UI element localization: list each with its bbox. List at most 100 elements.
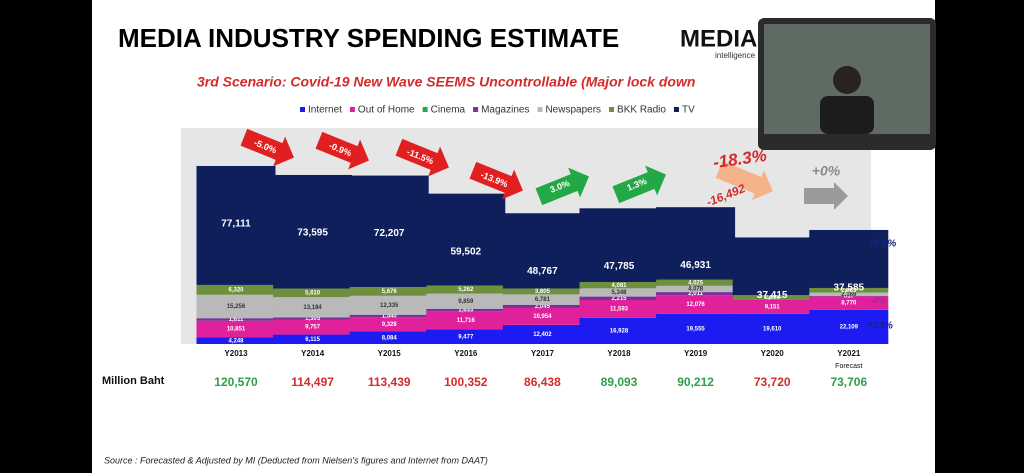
bar-segment [656,313,736,344]
bar-segment [196,165,276,285]
bar-segment [426,311,506,330]
bar-segment [579,296,659,301]
segment-label: 22,109 [840,325,859,331]
bar-segment [426,329,506,344]
segment-label: 9,859 [458,299,474,305]
x-tick-label: Y2013 [224,349,248,358]
presenter-head [833,66,861,94]
subtitle: 3rd Scenario: Covid-19 New Wave SEEMS Un… [197,74,695,90]
segment-label: 3,805 [535,289,551,295]
segment-label: 9,151 [765,304,781,310]
segment-label: 12,076 [686,302,705,308]
legend-label: Cinema [431,105,466,116]
bar-segment [502,294,582,305]
x-tick-label: Y2021 [837,349,861,358]
legend-label: Out of Home [358,105,415,116]
bar-segment [502,213,582,289]
bar-segment [273,174,353,289]
legend-swatch [473,107,479,112]
segment-label: 73,595 [297,228,328,239]
segment-label: 6,320 [228,287,244,293]
annotation: +0% [812,163,841,179]
legend-swatch [609,107,615,112]
segment-label: 2,898 [765,295,781,301]
segment-label: 8,770 [841,301,857,307]
segment-label: 46,931 [680,260,711,271]
segment-label: 4,078 [688,287,704,293]
total-label: 90,212 [677,375,714,389]
bar-segment [579,208,659,283]
segment-label: 72,207 [374,228,405,239]
annotation: -4% [869,296,887,307]
bar-segment [809,229,889,288]
bar-segment [273,334,353,344]
segment-label: 2,215 [611,296,627,302]
arrow-shape [469,161,523,200]
legend-label: Internet [308,105,342,116]
bar-segment [579,300,659,318]
bar-segment [349,317,429,332]
segment-label: 1,540 [382,314,398,320]
bar-segment [273,297,353,318]
segment-label: 4,248 [228,338,244,344]
presenter-body [820,96,874,134]
category-note: Forecast [835,363,862,370]
segment-label: 1,611 [229,317,244,323]
x-tick-label: Y2019 [684,349,708,358]
bar-segment [656,285,736,293]
total-label: 86,438 [524,375,561,389]
segment-label: 19,555 [686,326,705,332]
x-tick-label: Y2016 [454,349,478,358]
x-tick-label: Y2015 [378,349,402,358]
segment-label: 10,851 [227,327,246,333]
bar-segment [809,292,889,296]
bar-segment [196,294,276,319]
logo: MEDIA [680,25,757,52]
arrow-shape [612,165,666,204]
segment-label: 9,477 [458,334,474,340]
segment-label: 6,115 [305,337,320,343]
x-tick-label: Y2017 [531,349,555,358]
segment-label: 15,256 [227,304,246,310]
legend-swatch [300,107,305,112]
segment-label: 2,045 [535,304,551,310]
bar-segment [579,317,659,344]
bar-segment [809,296,889,310]
segment-label: 5,348 [611,290,627,296]
segment-label: 77,111 [221,219,251,230]
bar-segment [732,237,812,296]
legend-swatch [537,107,543,112]
segment-label: 19,610 [763,326,782,332]
segment-label: 16,928 [610,329,629,335]
annotation: +13% [867,321,893,332]
bar-segment [732,295,812,300]
segment-label: 4,081 [611,283,627,289]
segment-label: 4,025 [688,280,704,286]
legend-label: Magazines [481,105,529,116]
bar-segment [349,295,429,315]
bar-segment [196,320,276,338]
legend-swatch [349,107,355,112]
bar-segment [732,313,812,344]
segment-label: 37,415 [757,290,788,301]
segment-label: 5,262 [458,287,474,293]
total-label: 113,439 [368,375,411,389]
arrow-shape [240,128,294,167]
bar-segment [502,324,582,344]
annotation: +0.5% [868,239,897,250]
segment-label: 8,084 [382,335,398,341]
bar-segment [349,314,429,318]
bar-segment [656,292,736,296]
segment-label: 2,169 [841,292,857,298]
segment-label: 10,954 [533,314,552,320]
segment-label: 37,585 [834,283,865,294]
arrow-shape [535,167,589,206]
bar-segment [579,288,659,297]
bar-segment [426,193,506,286]
bar-segment [273,317,353,320]
segment-label: 11,716 [457,318,476,324]
bar-segment [656,207,736,280]
segment-label: 9,757 [305,325,321,331]
